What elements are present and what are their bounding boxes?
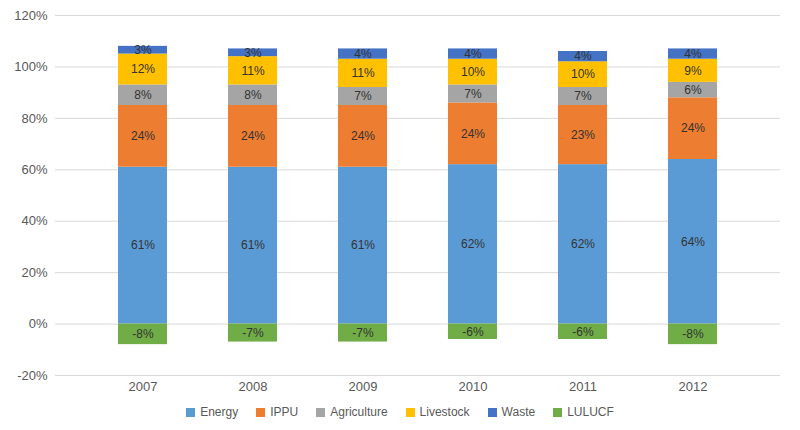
svg-text:20%: 20% [21, 265, 47, 280]
svg-text:-7%: -7% [242, 326, 264, 340]
svg-text:24%: 24% [241, 129, 265, 143]
svg-text:4%: 4% [464, 47, 482, 61]
svg-text:60%: 60% [21, 162, 47, 177]
svg-text:10%: 10% [461, 65, 485, 79]
html-text:IPPU: IPPU [270, 405, 299, 419]
svg-text:11%: 11% [241, 64, 264, 78]
svg-text:-8%: -8% [132, 327, 154, 341]
svg-text:-8%: -8% [682, 327, 704, 341]
svg-text:7%: 7% [574, 89, 592, 103]
svg-text:-20%: -20% [17, 368, 48, 383]
svg-text:61%: 61% [241, 238, 265, 252]
svg-text:2010: 2010 [459, 379, 488, 394]
svg-text:61%: 61% [351, 238, 375, 252]
html-text:Energy: Energy [200, 405, 239, 419]
html-text:LULUCF: LULUCF [567, 405, 614, 419]
html-text:Agriculture: Agriculture [330, 405, 388, 419]
svg-text:11%: 11% [351, 66, 374, 80]
svg-text:2008: 2008 [239, 379, 268, 394]
svg-text:62%: 62% [461, 237, 485, 251]
svg-text:80%: 80% [21, 111, 47, 126]
html-text:Waste: Waste [501, 405, 536, 419]
svg-text:62%: 62% [571, 237, 595, 251]
svg-text:12%: 12% [131, 62, 155, 76]
svg-text:61%: 61% [131, 238, 155, 252]
svg-text:2011: 2011 [569, 379, 597, 394]
svg-text:24%: 24% [351, 129, 375, 143]
svg-text:4%: 4% [354, 47, 372, 61]
svg-text:4%: 4% [574, 49, 592, 63]
svg-text:7%: 7% [464, 87, 482, 101]
svg-text:-6%: -6% [462, 325, 484, 339]
svg-text:24%: 24% [681, 121, 705, 135]
svg-text:64%: 64% [681, 235, 705, 249]
svg-text:9%: 9% [684, 64, 702, 78]
svg-text:8%: 8% [244, 88, 262, 102]
svg-text:100%: 100% [14, 59, 48, 74]
svg-text:24%: 24% [131, 129, 155, 143]
svg-text:40%: 40% [21, 213, 47, 228]
html-text:Livestock: Livestock [419, 405, 470, 419]
svg-text:3%: 3% [134, 43, 152, 57]
svg-text:2012: 2012 [679, 379, 708, 394]
svg-text:8%: 8% [134, 88, 152, 102]
svg-text:6%: 6% [684, 83, 702, 97]
svg-text:0%: 0% [29, 316, 48, 331]
svg-text:3%: 3% [244, 46, 262, 60]
svg-text:24%: 24% [461, 127, 485, 141]
svg-text:7%: 7% [354, 89, 372, 103]
svg-text:120%: 120% [14, 8, 48, 23]
svg-text:23%: 23% [571, 128, 595, 142]
svg-text:10%: 10% [571, 67, 595, 81]
svg-text:-6%: -6% [572, 325, 594, 339]
svg-text:-7%: -7% [352, 326, 374, 340]
svg-text:2009: 2009 [349, 379, 378, 394]
svg-text:2007: 2007 [129, 379, 158, 394]
svg-text:4%: 4% [684, 47, 702, 61]
